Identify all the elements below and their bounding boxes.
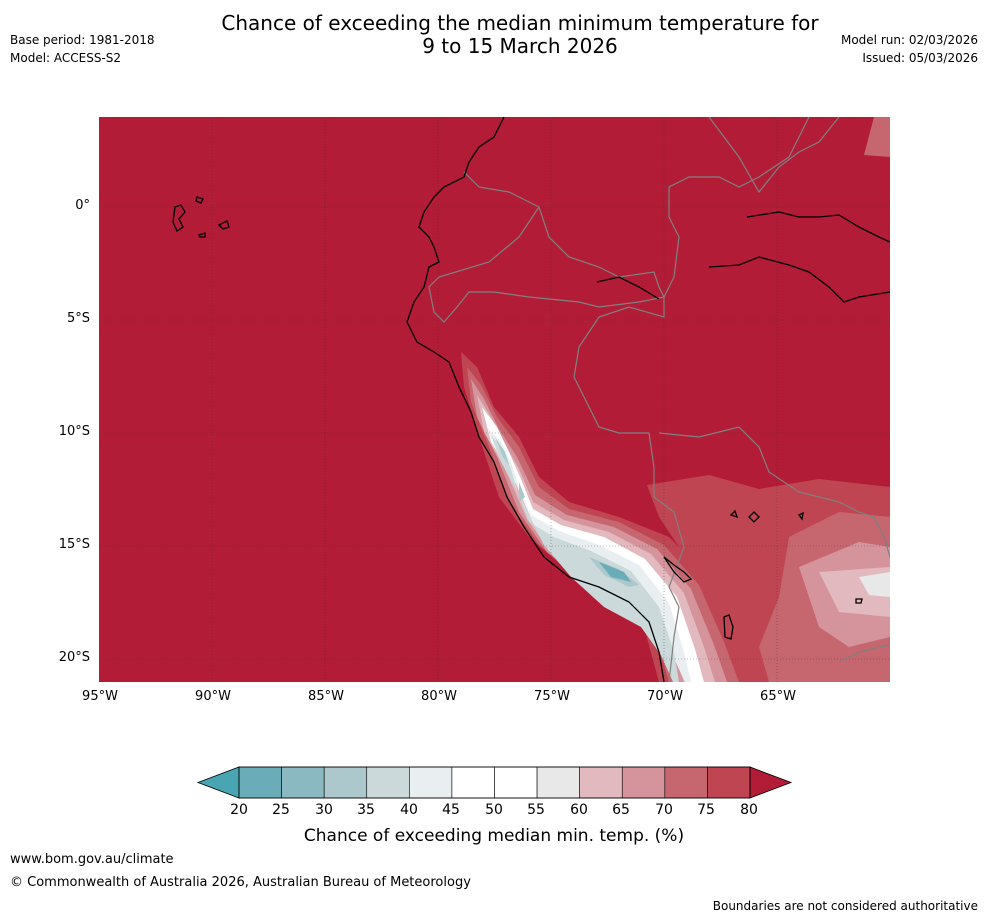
lon-label-65w: 65°W <box>760 689 796 704</box>
model-name: Model: ACCESS-S2 <box>10 51 122 65</box>
lat-label-10s: 10°S <box>58 424 90 439</box>
copyright-notice: © Commonwealth of Australia 2026, Austra… <box>10 875 471 890</box>
issued-date: Issued: 05/03/2026 <box>862 51 978 65</box>
title-line-2: 9 to 15 March 2026 <box>422 34 618 58</box>
colorbar-tick-65: 65 <box>612 802 630 818</box>
colorbar-cell <box>451 766 495 799</box>
colorbar-cell <box>323 766 368 799</box>
colorbar-cell <box>579 766 623 799</box>
lat-label-5s: 5°S <box>66 311 90 326</box>
colorbar-cell <box>238 766 282 799</box>
lon-label-90w: 90°W <box>195 689 231 704</box>
colorbar-cell <box>281 766 325 799</box>
colorbar-under-arrow <box>196 766 240 799</box>
lon-label-75w: 75°W <box>534 689 570 704</box>
colorbar-cell <box>664 766 708 799</box>
boundaries-disclaimer: Boundaries are not considered authoritat… <box>712 899 978 913</box>
colorbar-tick-45: 45 <box>442 802 460 818</box>
anomaly-andes-25 <box>599 562 631 582</box>
lon-label-95w: 95°W <box>82 689 118 704</box>
model-run: Model run: 02/03/2026 <box>840 33 978 47</box>
colorbar-tick-30: 30 <box>315 802 333 818</box>
base-period: Base period: 1981-2018 <box>10 33 155 47</box>
lon-label-80w: 80°W <box>421 689 457 704</box>
lat-label-20s: 20°S <box>58 650 90 665</box>
website-link[interactable]: www.bom.gov.au/climate <box>10 852 174 867</box>
coastlines <box>172 117 890 682</box>
title-line-1: Chance of exceeding the median minimum t… <box>221 11 819 35</box>
colorbar-tick-55: 55 <box>527 802 545 818</box>
graticule <box>99 117 890 682</box>
colorbar-tick-35: 35 <box>357 802 375 818</box>
colorbar-cell <box>366 766 410 799</box>
anomaly-region-northeast <box>864 117 890 157</box>
country-borders <box>428 117 890 682</box>
map-title: Chance of exceeding the median minimum t… <box>0 12 988 58</box>
meta-right: Model run: 02/03/2026 Issued: 05/03/2026 <box>841 31 978 67</box>
colorbar-tick-40: 40 <box>400 802 418 818</box>
lat-label-0: 0° <box>75 198 90 213</box>
colorbar <box>196 766 793 799</box>
colorbar-over-arrow <box>749 766 793 799</box>
colorbar-tick-75: 75 <box>697 802 715 818</box>
meta-left: Base period: 1981-2018 Model: ACCESS-S2 <box>10 31 155 67</box>
map-panel <box>99 117 890 682</box>
anomaly-region-interior-55 <box>859 572 890 597</box>
colorbar-cell <box>494 766 538 799</box>
colorbar-cell <box>707 766 751 799</box>
colorbar-tick-60: 60 <box>570 802 588 818</box>
colorbar-outline <box>238 766 751 799</box>
colorbar-cell <box>409 766 453 799</box>
lat-label-15s: 15°S <box>58 537 90 552</box>
colorbar-tick-80: 80 <box>740 802 758 818</box>
colorbar-cell <box>621 766 666 799</box>
colorbar-tick-25: 25 <box>272 802 290 818</box>
colorbar-cells <box>238 766 751 799</box>
colorbar-title: Chance of exceeding median min. temp. (%… <box>303 826 685 846</box>
lon-label-70w: 70°W <box>647 689 683 704</box>
colorbar-tick-20: 20 <box>230 802 248 818</box>
lon-label-85w: 85°W <box>308 689 344 704</box>
colorbar-tick-70: 70 <box>655 802 673 818</box>
anomaly-andes-35 <box>491 435 679 682</box>
colorbar-tick-50: 50 <box>485 802 503 818</box>
colorbar-cell <box>536 766 580 799</box>
